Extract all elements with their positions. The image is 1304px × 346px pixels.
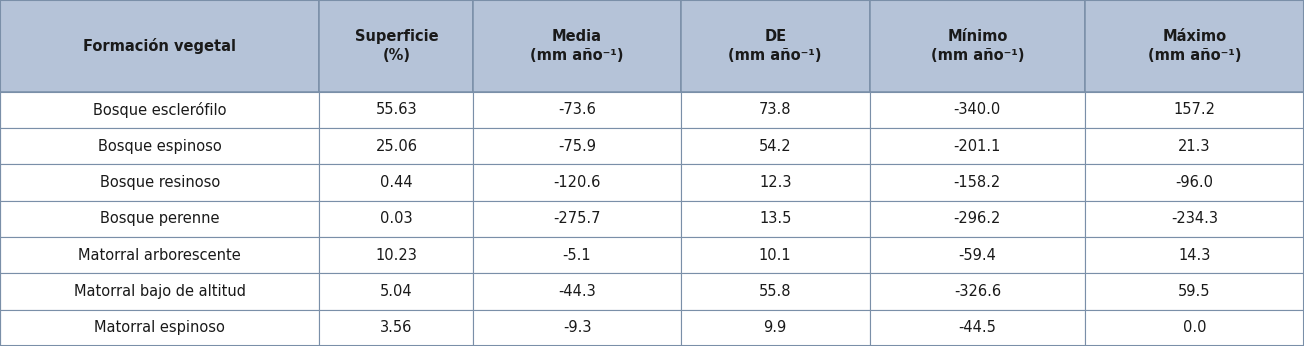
Text: -340.0: -340.0	[953, 102, 1001, 117]
Bar	[1085, 164, 1304, 201]
Text: Matorral espinoso: Matorral espinoso	[94, 320, 226, 335]
Bar	[1085, 128, 1304, 164]
Bar	[473, 0, 681, 92]
Bar	[473, 164, 681, 201]
Text: Formación vegetal: Formación vegetal	[83, 38, 236, 54]
Bar	[473, 92, 681, 128]
Text: Media
(mm año⁻¹): Media (mm año⁻¹)	[531, 29, 623, 63]
Bar	[0, 273, 319, 310]
Bar	[681, 92, 870, 128]
Bar	[870, 237, 1085, 273]
Text: 9.9: 9.9	[764, 320, 786, 335]
Text: Bosque espinoso: Bosque espinoso	[98, 139, 222, 154]
Text: 55.63: 55.63	[376, 102, 417, 117]
Text: -158.2: -158.2	[953, 175, 1001, 190]
Bar	[0, 310, 319, 346]
Text: 73.8: 73.8	[759, 102, 792, 117]
Text: Bosque perenne: Bosque perenne	[100, 211, 219, 226]
Text: 55.8: 55.8	[759, 284, 792, 299]
Text: 14.3: 14.3	[1179, 248, 1210, 263]
Bar	[1085, 92, 1304, 128]
Text: -234.3: -234.3	[1171, 211, 1218, 226]
Bar	[319, 0, 473, 92]
Bar	[1085, 201, 1304, 237]
Bar	[0, 201, 319, 237]
Bar	[0, 164, 319, 201]
Text: 0.0: 0.0	[1183, 320, 1206, 335]
Text: 10.1: 10.1	[759, 248, 792, 263]
Text: Bosque esclerófilo: Bosque esclerófilo	[93, 102, 227, 118]
Text: -201.1: -201.1	[953, 139, 1001, 154]
Bar	[319, 128, 473, 164]
Bar	[681, 164, 870, 201]
Bar	[0, 128, 319, 164]
Bar	[870, 201, 1085, 237]
Text: 12.3: 12.3	[759, 175, 792, 190]
Bar	[870, 310, 1085, 346]
Bar	[473, 128, 681, 164]
Text: 5.04: 5.04	[379, 284, 413, 299]
Text: -44.5: -44.5	[958, 320, 996, 335]
Bar	[681, 237, 870, 273]
Bar	[0, 237, 319, 273]
Text: -59.4: -59.4	[958, 248, 996, 263]
Text: -120.6: -120.6	[553, 175, 601, 190]
Bar	[473, 273, 681, 310]
Bar	[1085, 0, 1304, 92]
Text: Máximo
(mm año⁻¹): Máximo (mm año⁻¹)	[1148, 29, 1241, 63]
Text: 0.44: 0.44	[379, 175, 413, 190]
Bar	[1085, 310, 1304, 346]
Text: 59.5: 59.5	[1179, 284, 1210, 299]
Text: -5.1: -5.1	[563, 248, 591, 263]
Bar	[681, 0, 870, 92]
Bar	[681, 273, 870, 310]
Bar	[0, 92, 319, 128]
Text: -275.7: -275.7	[553, 211, 601, 226]
Bar	[870, 128, 1085, 164]
Bar	[870, 273, 1085, 310]
Bar	[473, 237, 681, 273]
Text: Mínimo
(mm año⁻¹): Mínimo (mm año⁻¹)	[931, 29, 1024, 63]
Text: -44.3: -44.3	[558, 284, 596, 299]
Text: -75.9: -75.9	[558, 139, 596, 154]
Bar	[0, 0, 319, 92]
Bar	[870, 164, 1085, 201]
Bar	[681, 310, 870, 346]
Bar	[870, 0, 1085, 92]
Bar	[319, 92, 473, 128]
Text: 10.23: 10.23	[376, 248, 417, 263]
Text: 25.06: 25.06	[376, 139, 417, 154]
Text: Matorral bajo de altitud: Matorral bajo de altitud	[74, 284, 245, 299]
Bar	[681, 128, 870, 164]
Text: 0.03: 0.03	[379, 211, 413, 226]
Text: 157.2: 157.2	[1174, 102, 1215, 117]
Bar	[1085, 273, 1304, 310]
Text: 3.56: 3.56	[381, 320, 412, 335]
Bar	[319, 237, 473, 273]
Text: Superficie
(%): Superficie (%)	[355, 29, 438, 63]
Text: -296.2: -296.2	[953, 211, 1001, 226]
Text: Bosque resinoso: Bosque resinoso	[99, 175, 220, 190]
Bar	[319, 310, 473, 346]
Bar	[681, 201, 870, 237]
Bar	[473, 201, 681, 237]
Bar	[870, 92, 1085, 128]
Text: DE
(mm año⁻¹): DE (mm año⁻¹)	[729, 29, 822, 63]
Text: Matorral arborescente: Matorral arborescente	[78, 248, 241, 263]
Bar	[319, 273, 473, 310]
Text: -9.3: -9.3	[563, 320, 591, 335]
Bar	[473, 310, 681, 346]
Text: -326.6: -326.6	[953, 284, 1001, 299]
Text: 13.5: 13.5	[759, 211, 792, 226]
Bar	[319, 164, 473, 201]
Bar	[1085, 237, 1304, 273]
Text: -73.6: -73.6	[558, 102, 596, 117]
Text: -96.0: -96.0	[1175, 175, 1214, 190]
Text: 21.3: 21.3	[1179, 139, 1210, 154]
Text: 54.2: 54.2	[759, 139, 792, 154]
Bar	[319, 201, 473, 237]
